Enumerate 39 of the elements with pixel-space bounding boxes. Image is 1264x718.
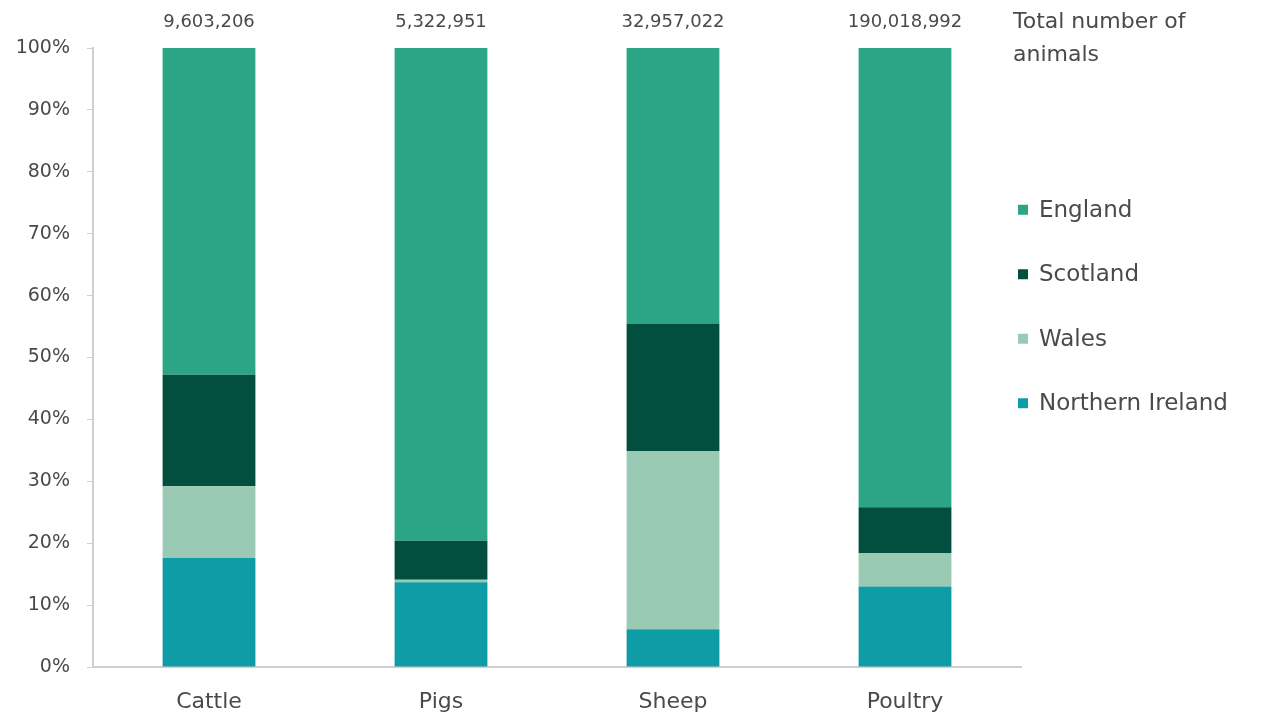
y-tick-label: 70%: [27, 220, 70, 243]
bar: [858, 586, 952, 667]
y-tick-label: 60%: [27, 282, 70, 305]
annotation: 32,957,022: [621, 9, 725, 31]
bar: [394, 540, 488, 580]
y-tick-label: 0%: [39, 653, 70, 676]
y-tick-label: 40%: [27, 406, 70, 429]
bar: [162, 558, 256, 667]
bar: [162, 486, 256, 559]
y-tick-label: 80%: [27, 158, 70, 181]
x-tick-label: Poultry: [866, 687, 944, 713]
annotation: Total number of animals: [1012, 7, 1187, 66]
y-tick-label: 100%: [15, 34, 70, 57]
bar: [858, 553, 952, 587]
bar: [626, 323, 720, 451]
bar: [394, 48, 488, 541]
legend-label: England: [1039, 195, 1133, 222]
annotation: 9,603,206: [163, 9, 255, 31]
y-tick-label: 30%: [27, 468, 70, 491]
x-tick-label: Cattle: [176, 687, 242, 713]
y-tick-label: 20%: [27, 530, 70, 553]
bar: [626, 450, 720, 630]
legend-label: Scotland: [1039, 260, 1139, 287]
bar: [626, 629, 720, 667]
y-tick-label: 10%: [27, 592, 70, 615]
annotation: 5,322,951: [395, 9, 487, 31]
y-tick-label: 90%: [27, 96, 70, 119]
legend-label: Wales: [1039, 324, 1107, 351]
x-tick-label: Sheep: [638, 687, 708, 713]
bar: [626, 48, 720, 324]
bar: [162, 374, 256, 487]
legend-label: Northern Ireland: [1039, 389, 1228, 416]
x-tick-label: Pigs: [418, 687, 464, 713]
bar: [858, 507, 952, 554]
bar: [858, 48, 952, 508]
bar: [162, 48, 256, 375]
annotation: 190,018,992: [847, 9, 963, 31]
y-tick-label: 50%: [27, 344, 70, 367]
bar: [394, 582, 488, 667]
